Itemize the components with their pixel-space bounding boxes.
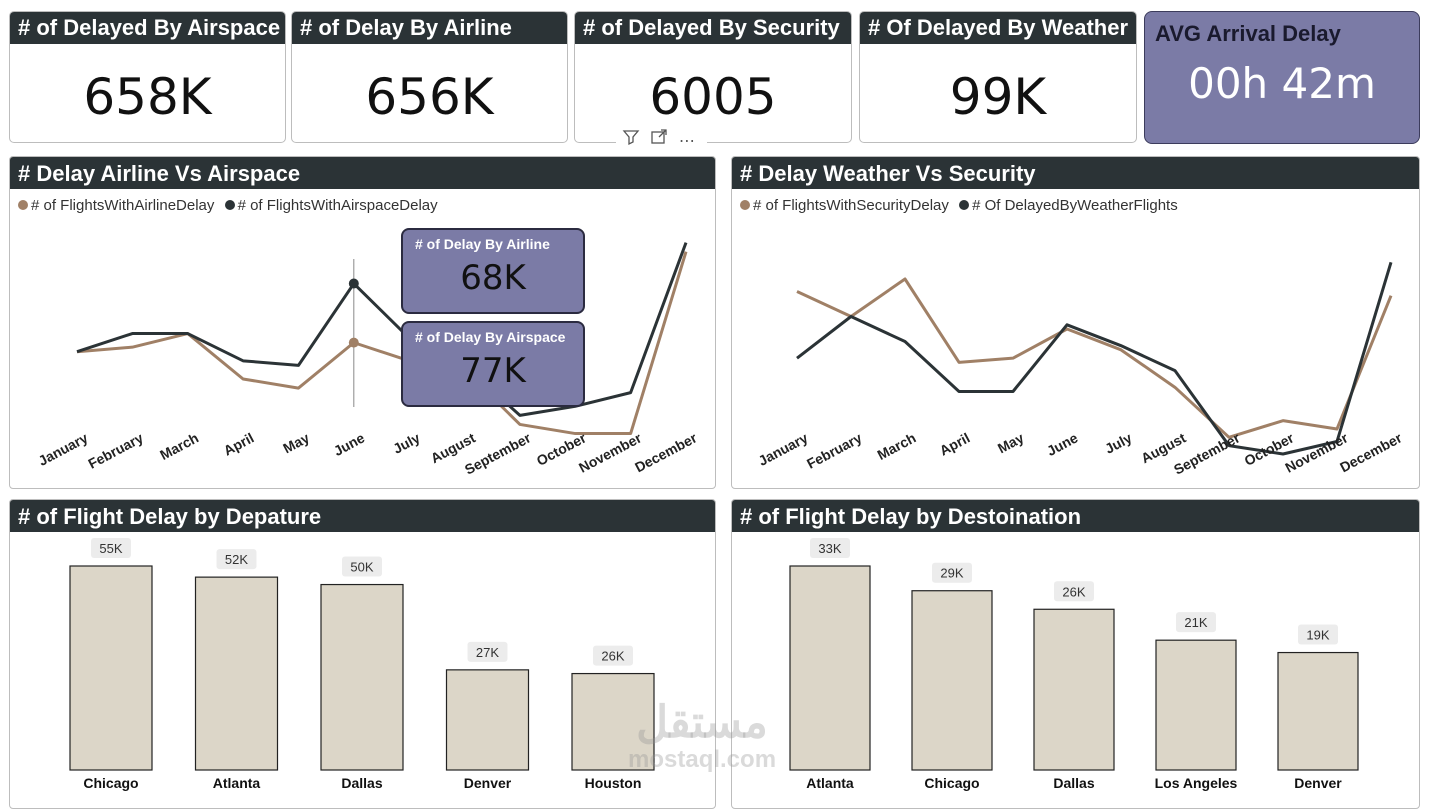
data-label: 26K: [1062, 584, 1085, 599]
x-tick-label: Atlanta: [213, 775, 261, 791]
bar: [790, 566, 870, 770]
x-tick-label: Dallas: [341, 775, 382, 791]
x-tick-label: Los Angeles: [1155, 775, 1238, 791]
x-tick-label: March: [157, 430, 201, 463]
x-tick-label: Chicago: [924, 775, 979, 791]
x-tick-label: June: [331, 429, 368, 459]
data-label: 21K: [1184, 615, 1207, 630]
x-tick-label: February: [804, 429, 865, 471]
bar: [1156, 640, 1236, 770]
chart-title: # Delay Weather Vs Security: [732, 157, 1419, 189]
chart-title: # of Flight Delay by Depature: [10, 500, 715, 532]
bar-chart[interactable]: 33K Atlanta 29K Chicago 26K Dallas 21K Los Ange…: [732, 532, 1419, 807]
chart-title: # of Flight Delay by Destoination: [732, 500, 1419, 532]
tooltip-value: 68K: [403, 258, 583, 298]
kpi-value: 656K: [292, 68, 567, 126]
kpi-value: 99K: [860, 68, 1136, 126]
kpi-title: AVG Arrival Delay: [1145, 12, 1419, 47]
data-point: [349, 338, 359, 348]
x-tick-label: April: [221, 430, 257, 459]
bar: [1034, 609, 1114, 770]
kpi-value: 6005: [575, 68, 851, 126]
watermark: مستقل mostaql.com: [628, 700, 776, 774]
tooltip-title: # of Delay By Airspace: [403, 323, 583, 345]
data-point: [349, 279, 359, 289]
kpi-title: # of Delay By Airline: [292, 12, 567, 44]
x-tick-label: Dallas: [1053, 775, 1094, 791]
chart-panel-delay-by-departure[interactable]: # of Flight Delay by Depature 55K Chicago…: [9, 499, 716, 809]
chart-panel-weather-vs-security[interactable]: # Delay Weather Vs Security # of Flights…: [731, 156, 1420, 489]
x-tick-label: Denver: [1294, 775, 1342, 791]
kpi-card-avg-arrival-delay[interactable]: AVG Arrival Delay 00h 42m: [1144, 11, 1420, 144]
x-tick-label: May: [280, 429, 312, 456]
filter-icon[interactable]: [622, 128, 640, 151]
watermark-latin: mostaql.com: [628, 746, 776, 774]
bar: [196, 577, 278, 770]
bar: [321, 585, 403, 770]
x-tick-label: March: [874, 430, 918, 463]
chart-title: # Delay Airline Vs Airspace: [10, 157, 715, 189]
tooltip-title: # of Delay By Airline: [403, 230, 583, 252]
x-tick-label: November: [576, 429, 644, 476]
data-label: 52K: [225, 552, 248, 567]
x-tick-label: January: [755, 429, 810, 468]
more-options-icon[interactable]: ⋯: [679, 131, 695, 151]
tooltip-delay-by-airspace: # of Delay By Airspace 77K: [401, 321, 585, 407]
chart-panel-delay-by-destination[interactable]: # of Flight Delay by Destoination 33K Atl…: [731, 499, 1420, 809]
data-label: 26K: [601, 649, 624, 664]
x-tick-label: January: [35, 429, 90, 468]
x-tick-label: Denver: [464, 775, 512, 791]
data-label: 55K: [99, 541, 122, 556]
x-tick-label: February: [85, 429, 146, 471]
x-tick-label: July: [1102, 429, 1134, 456]
bar: [447, 670, 529, 770]
data-label: 33K: [818, 541, 841, 556]
tooltip-value: 77K: [403, 351, 583, 391]
x-tick-label: July: [390, 429, 422, 456]
chart-panel-airline-vs-airspace[interactable]: # Delay Airline Vs Airspace # of Flights…: [9, 156, 716, 489]
kpi-card-airspace[interactable]: # of Delayed By Airspace 658K: [9, 11, 286, 143]
data-label: 29K: [940, 566, 963, 581]
kpi-title: # Of Delayed By Weather: [860, 12, 1136, 44]
x-tick-label: June: [1044, 429, 1081, 459]
x-tick-label: May: [995, 429, 1027, 456]
focus-mode-icon[interactable]: [650, 128, 668, 151]
series-line: [77, 243, 686, 416]
data-label: 27K: [476, 645, 499, 660]
data-label: 50K: [350, 560, 373, 575]
kpi-card-security[interactable]: # of Delayed By Security 6005: [574, 11, 852, 143]
kpi-value: 658K: [10, 68, 285, 126]
x-tick-label: Chicago: [83, 775, 138, 791]
kpi-value: 00h 42m: [1145, 59, 1419, 108]
series-line: [77, 252, 686, 434]
bar-chart[interactable]: 55K Chicago 52K Atlanta 50K Dallas 27K Denver 26…: [10, 532, 715, 807]
series-line: [797, 279, 1391, 437]
kpi-card-weather[interactable]: # Of Delayed By Weather 99K: [859, 11, 1137, 143]
x-tick-label: December: [632, 429, 700, 475]
bar: [1278, 653, 1358, 770]
bar: [912, 591, 992, 770]
x-tick-label: December: [1337, 429, 1405, 475]
x-tick-label: April: [937, 430, 973, 459]
kpi-card-airline[interactable]: # of Delay By Airline 656K: [291, 11, 568, 143]
data-label: 19K: [1306, 628, 1329, 643]
visual-header-toolbar: ⋯: [616, 128, 707, 150]
x-tick-label: Atlanta: [806, 775, 854, 791]
kpi-title: # of Delayed By Security: [575, 12, 851, 44]
tooltip-delay-by-airline: # of Delay By Airline 68K: [401, 228, 585, 314]
bar: [70, 566, 152, 770]
kpi-title: # of Delayed By Airspace: [10, 12, 285, 44]
x-tick-label: Houston: [585, 775, 642, 791]
watermark-arabic: مستقل: [628, 700, 776, 746]
